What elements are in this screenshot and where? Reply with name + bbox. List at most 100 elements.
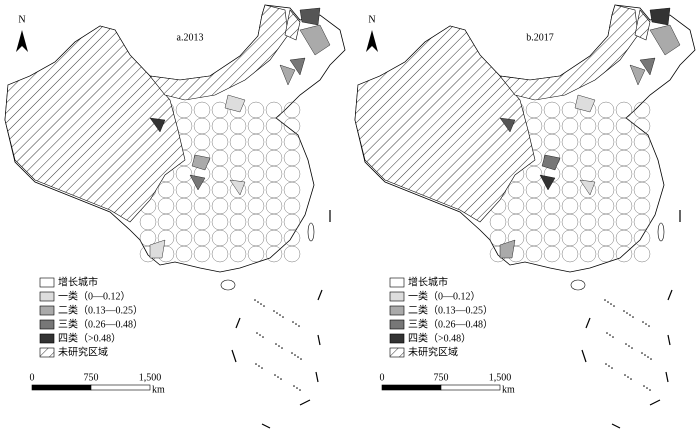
island [259, 334, 261, 336]
island [642, 321, 644, 323]
island [274, 374, 276, 376]
scale-label: 0 [30, 372, 35, 383]
legend-label: 一类（0—0.12） [408, 289, 481, 302]
legend-swatch [39, 319, 55, 330]
legend-label: 二类（0.13—0.25） [58, 303, 143, 316]
island [300, 358, 302, 360]
boundary-dash [317, 289, 323, 301]
island [624, 374, 626, 376]
island [646, 387, 648, 389]
city-class [639, 57, 656, 76]
city-boundary [633, 245, 651, 263]
island [261, 367, 263, 369]
city-boundary [283, 245, 301, 263]
island [273, 310, 275, 312]
hainan [220, 279, 236, 291]
city-boundary [597, 245, 615, 263]
island [256, 332, 258, 334]
island [627, 376, 629, 378]
boundary-dash [299, 399, 311, 406]
legend-swatch [389, 333, 405, 344]
island [632, 316, 634, 318]
legend-swatch [389, 291, 405, 302]
north-arrow [366, 30, 378, 52]
north-label: N [18, 14, 25, 25]
island [291, 352, 293, 354]
legend-swatch [389, 305, 405, 316]
city-class [149, 117, 166, 133]
island [277, 376, 279, 378]
island [650, 358, 652, 360]
boundary-dash [235, 317, 241, 329]
island [645, 323, 647, 325]
legend-label: 一类（0—0.12） [58, 289, 131, 302]
boundary-dash [231, 349, 237, 363]
city-boundary [265, 245, 283, 263]
boundary-dash [611, 423, 621, 429]
island [629, 314, 631, 316]
island [298, 325, 300, 327]
scale-label: 750 [434, 372, 449, 383]
unstudied-area [149, 4, 289, 101]
island [263, 305, 265, 307]
legend-swatch [389, 277, 405, 288]
island [641, 352, 643, 354]
city-boundary [525, 245, 543, 263]
island [275, 343, 277, 345]
hainan [570, 279, 586, 291]
scale-label: 1,500 [489, 372, 512, 383]
island [623, 310, 625, 312]
island [644, 354, 646, 356]
legend-label: 增长城市 [58, 275, 98, 288]
boundary-dash [649, 399, 661, 406]
city-boundary [229, 245, 247, 263]
island [295, 323, 297, 325]
city-class [629, 64, 646, 86]
city-class [224, 94, 246, 113]
city-class [229, 179, 246, 196]
north-arrow [16, 30, 28, 52]
island [610, 303, 612, 305]
legend-label: 四类（>0.48） [408, 331, 471, 344]
island [276, 312, 278, 314]
scale-label: 0 [380, 372, 385, 383]
city-class [299, 7, 321, 26]
city-class [191, 154, 211, 171]
boundary-dash [667, 289, 673, 301]
city-boundary [247, 245, 265, 263]
scale-bar [381, 384, 442, 391]
city-boundary [193, 245, 211, 263]
island [279, 314, 281, 316]
island [626, 312, 628, 314]
island [611, 367, 613, 369]
boundary-dash [585, 317, 591, 329]
island [297, 356, 299, 358]
island [631, 347, 633, 349]
unstudied-area [499, 4, 639, 101]
legend-swatch [39, 291, 55, 302]
island [605, 363, 607, 365]
island [258, 365, 260, 367]
city-class [541, 154, 561, 171]
island [278, 345, 280, 347]
city-class [189, 174, 206, 191]
city-class [649, 24, 681, 56]
scale-label: 1,500 [139, 372, 162, 383]
island [625, 343, 627, 345]
city-boundary [633, 101, 651, 119]
city-class [539, 174, 556, 191]
island [648, 325, 650, 327]
legend-label: 未研究区域 [408, 345, 458, 358]
city-class [499, 239, 516, 259]
legend-label: 三类（0.26—0.48） [58, 317, 143, 330]
taiwan [657, 222, 665, 242]
city-class [299, 24, 331, 56]
island [613, 305, 615, 307]
island [257, 301, 259, 303]
city-class [149, 239, 166, 259]
panel-title: b.2017 [526, 32, 554, 43]
city-boundary [561, 245, 579, 263]
island [293, 385, 295, 387]
island [609, 334, 611, 336]
